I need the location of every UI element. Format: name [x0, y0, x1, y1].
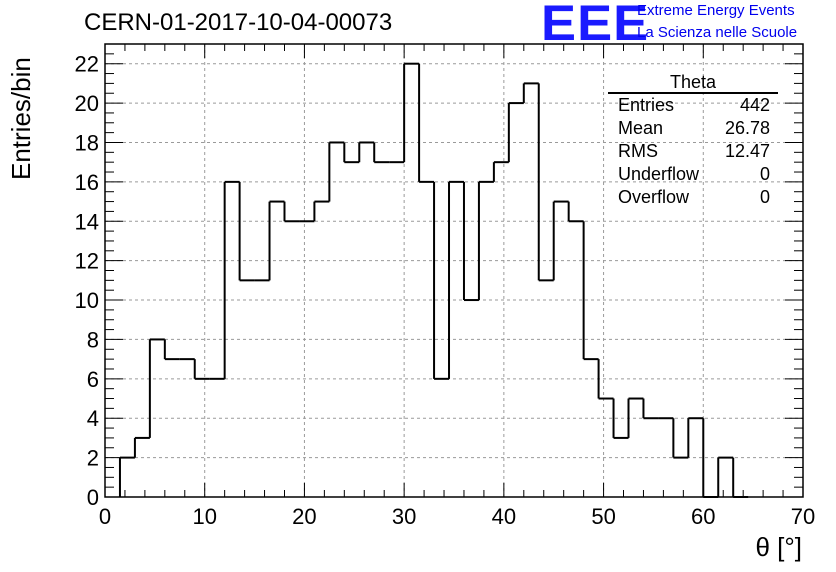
y-tick-label: 10	[75, 288, 99, 313]
histogram-bin	[148, 338, 165, 438]
histogram-bin	[118, 456, 135, 497]
x-tick-label: 30	[392, 504, 416, 529]
histogram-bin	[462, 181, 479, 302]
histogram-bin	[612, 398, 629, 439]
histogram-bin	[582, 221, 599, 361]
stats-row-overflow: Overflow 0	[608, 186, 778, 209]
histogram-bin	[268, 200, 285, 281]
x-tick-label: 40	[492, 504, 516, 529]
histogram-bin	[627, 397, 644, 438]
stats-value: 12.47	[724, 141, 770, 161]
y-tick-label: 2	[87, 446, 99, 471]
run-title: CERN-01-2017-10-04-00073	[84, 9, 393, 36]
histogram-bin	[223, 180, 240, 379]
y-tick-label: 16	[75, 170, 99, 195]
eee-logo: EEE	[541, 0, 650, 51]
histogram-bin	[193, 359, 210, 380]
histogram-bin	[687, 417, 704, 458]
stats-label: Overflow	[618, 187, 690, 207]
logo-line-2: La Scienza nelle Scuole	[637, 24, 798, 41]
histogram-bin	[492, 161, 509, 182]
histogram-bin	[477, 180, 494, 301]
histogram-bin	[418, 63, 435, 183]
y-tick-label: 6	[87, 367, 99, 392]
histogram-bin	[732, 457, 749, 498]
y-tick-label: 18	[75, 130, 99, 155]
y-tick-label: 4	[87, 406, 99, 431]
y-tick-label: 12	[75, 249, 99, 274]
histogram-bin	[133, 436, 150, 458]
histogram-bin	[522, 82, 539, 104]
x-tick-label: 10	[192, 504, 216, 529]
y-tick-label: 22	[75, 52, 99, 77]
stats-row-mean: Mean 26.78	[608, 117, 778, 140]
histogram-bin	[403, 62, 420, 163]
plot-frame	[104, 43, 804, 498]
stats-title: Theta	[608, 72, 778, 94]
y-tick-label: 14	[75, 209, 99, 234]
histogram-bin	[702, 418, 719, 498]
histogram-bin	[567, 201, 584, 223]
histogram-bin	[672, 418, 689, 459]
stats-label: RMS	[618, 141, 658, 161]
stats-row-entries: Entries 442	[608, 94, 778, 117]
y-axis-title: Entries/bin	[6, 57, 36, 180]
logo-line-1: Extreme Energy Events	[637, 2, 795, 19]
histogram-bin	[238, 181, 255, 282]
histogram-bin	[597, 359, 614, 400]
histogram-bin	[313, 200, 330, 222]
histogram-bin	[717, 456, 734, 497]
x-tick-label: 60	[691, 504, 715, 529]
stats-row-underflow: Underflow 0	[608, 163, 778, 186]
stats-label: Underflow	[618, 164, 700, 184]
stats-value: 442	[739, 95, 770, 115]
x-axis-title: θ [°]	[755, 532, 802, 562]
histogram-bin	[163, 339, 180, 361]
histogram-bin	[642, 398, 659, 420]
stats-label: Mean	[618, 118, 664, 138]
histogram-bin	[552, 200, 569, 281]
stats-row-rms: RMS 12.47	[608, 140, 778, 163]
y-tick-label: 20	[75, 91, 99, 116]
stats-value: 0	[759, 164, 770, 184]
x-tick-label: 20	[292, 504, 316, 529]
histogram-bin	[507, 102, 524, 163]
x-tick-label: 50	[591, 504, 615, 529]
histogram-bin	[537, 83, 554, 282]
stats-label: Entries	[618, 95, 675, 115]
stats-value: 0	[759, 187, 770, 207]
stats-value: 26.78	[724, 118, 770, 138]
histogram-bin	[373, 142, 390, 164]
histogram-bin	[448, 180, 464, 379]
histogram-bin	[433, 181, 450, 380]
histogram-bin	[358, 141, 375, 163]
stats-box: Theta Entries 442 Mean 26.78 RMS 12.47 U…	[608, 72, 778, 209]
y-tick-label: 8	[87, 327, 99, 352]
histogram-bin	[283, 201, 300, 223]
x-tick-label: 70	[791, 504, 815, 529]
histogram-bin	[343, 142, 360, 164]
y-tick-label: 0	[87, 485, 99, 510]
histogram-bin	[328, 141, 345, 202]
x-tick-label: 0	[99, 504, 111, 529]
